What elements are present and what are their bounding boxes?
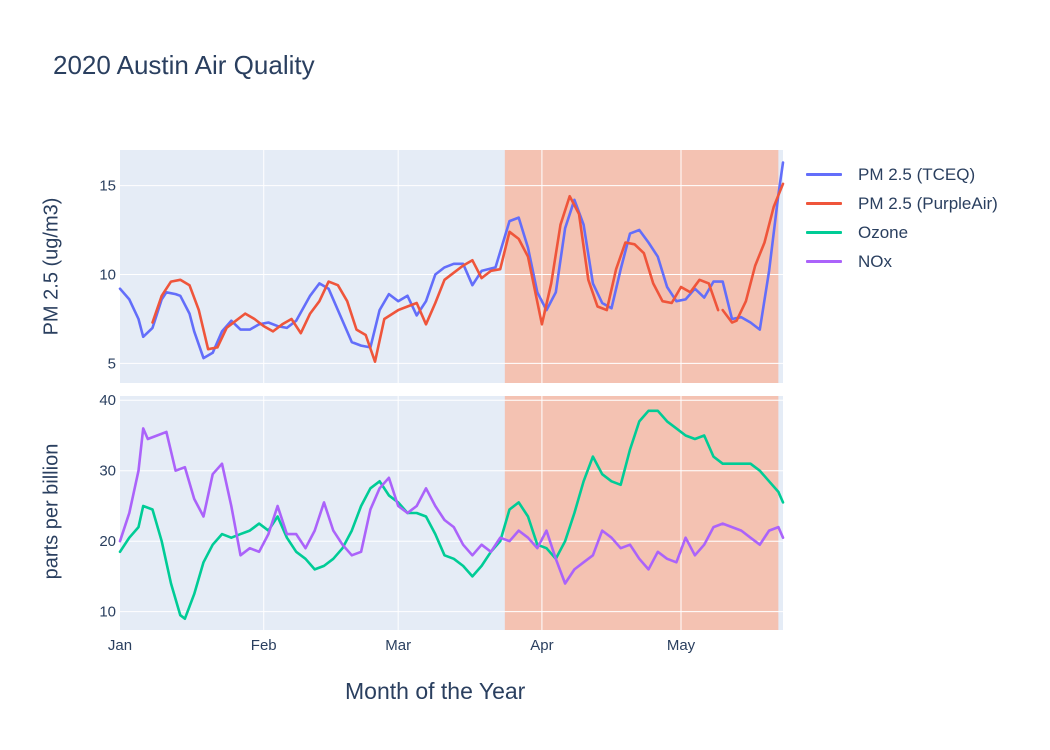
- y-tick-label: 40: [99, 392, 116, 409]
- legend-swatch: [806, 173, 842, 176]
- legend-swatch: [806, 231, 842, 234]
- legend-item-ozone[interactable]: Ozone: [806, 218, 998, 247]
- bottom-plot-area: 10 20 30 40: [99, 392, 785, 630]
- series-line-ozone: [118, 409, 785, 621]
- x-axis-title: Month of the Year: [345, 678, 526, 704]
- x-tick-label: Mar: [385, 637, 411, 654]
- y-tick-label: 15: [99, 178, 116, 195]
- legend-item-nox[interactable]: NOx: [806, 247, 998, 276]
- y-tick-label: 10: [99, 604, 116, 621]
- y-axis-title-bottom: parts per billion: [40, 443, 63, 580]
- legend-label: PM 2.5 (PurpleAir): [858, 193, 998, 213]
- x-tick-label: May: [667, 637, 696, 654]
- legend-item-pm25-purpleair[interactable]: PM 2.5 (PurpleAir): [806, 189, 998, 218]
- shaded-period: [504, 150, 779, 383]
- x-tick-label: Apr: [530, 637, 553, 654]
- series-line-pm-2-5-tceq: [118, 161, 785, 360]
- x-tick-label: Feb: [251, 637, 277, 654]
- series-line-pm-2-5-purpleair: [721, 182, 785, 324]
- legend-label: NOx: [858, 251, 892, 271]
- series-line-nox: [118, 427, 785, 585]
- legend-swatch: [806, 202, 842, 205]
- y-tick-label: 5: [108, 355, 116, 372]
- y-tick-label: 10: [99, 267, 116, 284]
- legend[interactable]: PM 2.5 (TCEQ) PM 2.5 (PurpleAir) Ozone N…: [806, 160, 998, 276]
- y-tick-label: 20: [99, 533, 116, 550]
- y-axis-title-top: PM 2.5 (ug/m3): [40, 197, 63, 336]
- top-plot-area: 5 10 15: [99, 150, 785, 383]
- y-tick-label: 30: [99, 463, 116, 480]
- shaded-period: [504, 396, 779, 630]
- legend-label: Ozone: [858, 222, 909, 242]
- legend-item-pm25-tceq[interactable]: PM 2.5 (TCEQ): [806, 160, 998, 189]
- series-line-pm-2-5-purpleair: [151, 194, 720, 364]
- x-axis-ticks: Jan Feb Mar Apr May: [108, 637, 696, 654]
- legend-swatch: [806, 260, 842, 263]
- chart-title: 2020 Austin Air Quality: [53, 50, 315, 80]
- legend-label: PM 2.5 (TCEQ): [858, 164, 976, 184]
- x-tick-label: Jan: [108, 637, 132, 654]
